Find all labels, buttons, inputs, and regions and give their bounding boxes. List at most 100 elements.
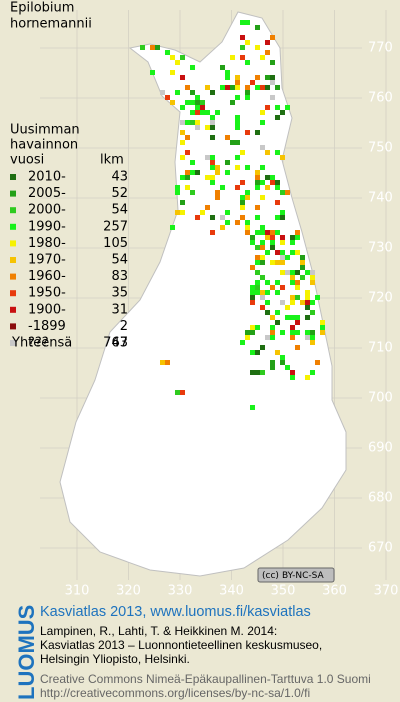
observation-square: [310, 335, 315, 340]
observation-square: [225, 75, 230, 80]
observation-square: [220, 185, 225, 190]
observation-square: [240, 215, 245, 220]
observation-square: [265, 310, 270, 315]
observation-square: [255, 290, 260, 295]
observation-square: [295, 320, 300, 325]
observation-square: [290, 275, 295, 280]
legend: 2010- 43 2005- 52 2000- 54 1990- 257 1980- 105 197…: [10, 170, 128, 351]
y-tick-label: 730: [368, 241, 393, 256]
observation-square: [295, 250, 300, 255]
legend-swatch: [10, 290, 16, 297]
cc-icon: (cc): [262, 571, 279, 581]
observation-square: [315, 295, 320, 300]
observation-square: [240, 35, 245, 40]
y-tick-label: 740: [368, 191, 393, 206]
observation-square: [235, 220, 240, 225]
observation-square: [140, 45, 145, 50]
observation-square: [260, 120, 265, 125]
observation-square: [190, 170, 195, 175]
observation-square: [205, 155, 210, 160]
observation-square: [190, 65, 195, 70]
observation-square: [295, 330, 300, 335]
observation-square: [245, 335, 250, 340]
observation-square: [295, 280, 300, 285]
observation-square: [255, 350, 260, 355]
observation-square: [280, 110, 285, 115]
observation-square: [175, 185, 180, 190]
observation-square: [255, 215, 260, 220]
observation-square: [190, 90, 195, 95]
observation-square: [235, 80, 240, 85]
observation-square: [235, 120, 240, 125]
observation-square: [265, 175, 270, 180]
legend-header: lkm: [100, 153, 124, 168]
legend-swatch: [10, 223, 16, 230]
observation-square: [255, 260, 260, 265]
legend-count: 54: [111, 253, 128, 268]
observation-square: [185, 185, 190, 190]
observation-square: [260, 165, 265, 170]
title: hornemannii: [10, 17, 92, 32]
observation-square: [260, 85, 265, 90]
observation-square: [270, 95, 275, 100]
observation-square: [285, 270, 290, 275]
observation-square: [280, 270, 285, 275]
observation-square: [310, 275, 315, 280]
legend-count: 2: [120, 319, 128, 334]
observation-square: [235, 185, 240, 190]
observation-square: [275, 85, 280, 90]
observation-square: [220, 225, 225, 230]
observation-square: [210, 180, 215, 185]
citation: Kasviatlas 2013 – Luonnontieteellinen ke…: [40, 638, 322, 652]
observation-square: [275, 350, 280, 355]
legend-count: 105: [103, 236, 128, 251]
observation-square: [300, 275, 305, 280]
observation-square: [295, 295, 300, 300]
observation-square: [210, 135, 215, 140]
observation-square: [260, 110, 265, 115]
observation-square: [310, 270, 315, 275]
legend-total: 763: [103, 336, 128, 351]
observation-square: [260, 245, 265, 250]
observation-square: [225, 220, 230, 225]
observation-square: [280, 330, 285, 335]
observation-square: [260, 230, 265, 235]
observation-square: [260, 180, 265, 185]
observation-square: [250, 265, 255, 270]
observation-square: [285, 190, 290, 195]
observation-square: [255, 230, 260, 235]
observation-square: [310, 330, 315, 335]
observation-square: [245, 95, 250, 100]
observation-square: [250, 285, 255, 290]
observation-square: [250, 405, 255, 410]
observation-square: [315, 360, 320, 365]
observation-square: [260, 55, 265, 60]
observation-square: [265, 150, 270, 155]
observation-square: [295, 285, 300, 290]
legend-header: Uusimman: [10, 123, 80, 138]
observation-square: [195, 100, 200, 105]
legend-label: -1899: [28, 319, 66, 334]
license-text: Creative Commons Nimeä-Epäkaupallinen-Ta…: [40, 672, 371, 686]
observation-square: [270, 315, 275, 320]
observation-square: [295, 235, 300, 240]
observation-square: [180, 55, 185, 60]
observation-square: [270, 285, 275, 290]
observation-square: [220, 215, 225, 220]
observation-square: [270, 245, 275, 250]
observation-square: [265, 290, 270, 295]
observation-square: [255, 180, 260, 185]
y-tick-label: 760: [368, 91, 393, 106]
observation-square: [165, 50, 170, 55]
observation-square: [215, 165, 220, 170]
observation-square: [205, 85, 210, 90]
observation-square: [255, 170, 260, 175]
observation-square: [200, 100, 205, 105]
finland-outline: [59, 11, 347, 577]
observation-square: [225, 160, 230, 165]
observation-square: [170, 70, 175, 75]
observation-square: [245, 230, 250, 235]
observation-square: [195, 125, 200, 130]
legend-label: 1980-: [28, 236, 66, 251]
observation-square: [320, 330, 325, 335]
